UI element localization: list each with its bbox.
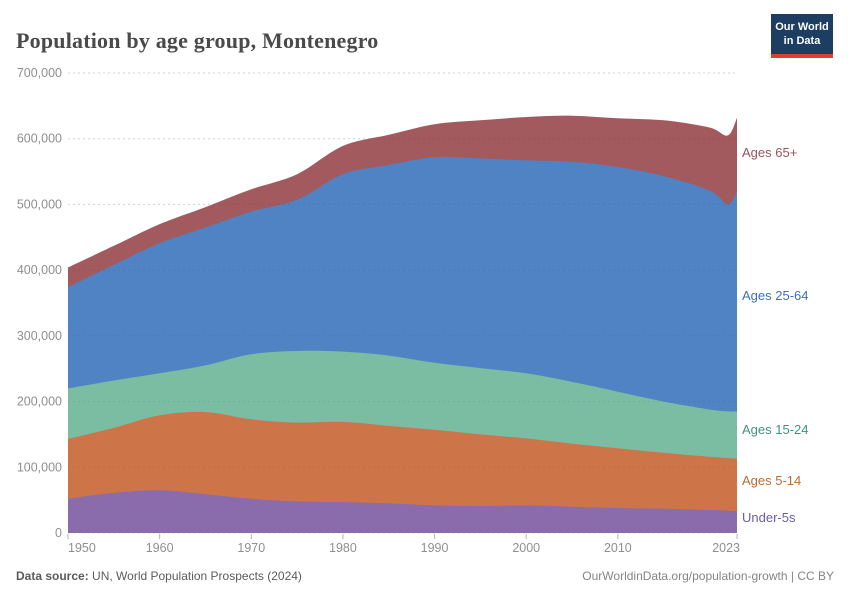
owid-article-link[interactable]: OurWorldinData.org/population-growth xyxy=(582,569,788,583)
owid-logo[interactable]: Our World in Data xyxy=(771,14,833,58)
y-axis-tick-label: 100,000 xyxy=(17,460,62,474)
y-axis-tick-label: 200,000 xyxy=(17,395,62,409)
footer-divider: | xyxy=(790,569,794,583)
y-axis-tick-label: 600,000 xyxy=(17,132,62,146)
area-under-5s[interactable] xyxy=(68,490,737,533)
x-axis-tick-label: 1950 xyxy=(68,541,96,555)
x-axis-tick-label: 2000 xyxy=(512,541,540,555)
owid-logo-line2: in Data xyxy=(783,34,821,47)
license-text: CC BY xyxy=(797,569,834,583)
owid-logo-line1: Our World xyxy=(775,21,829,33)
x-axis-tick-label: 1980 xyxy=(329,541,357,555)
legend-label-ages-65plus[interactable]: Ages 65+ xyxy=(742,145,798,160)
legend-label-ages-5-14[interactable]: Ages 5-14 xyxy=(742,473,802,488)
legend-label-under-5s[interactable]: Under-5s xyxy=(742,510,796,525)
legend-label-ages-25-64[interactable]: Ages 25-64 xyxy=(742,288,809,303)
x-axis-tick-label: 1960 xyxy=(146,541,174,555)
legend-label-ages-15-24[interactable]: Ages 15-24 xyxy=(742,422,809,437)
x-axis-tick-label: 2010 xyxy=(604,541,632,555)
y-axis-tick-label: 0 xyxy=(55,526,62,540)
y-axis-tick-label: 300,000 xyxy=(17,329,62,343)
data-source-note: Data source: UN, World Population Prospe… xyxy=(16,569,302,583)
x-axis-tick-label: 2023 xyxy=(712,541,740,555)
data-source-text: UN, World Population Prospects (2024) xyxy=(92,569,302,583)
page-title: Population by age group, Montenegro xyxy=(16,27,379,53)
y-axis-tick-label: 700,000 xyxy=(17,66,62,80)
footer-credits: OurWorldinData.org/population-growth | C… xyxy=(582,569,834,583)
y-axis-tick-label: 400,000 xyxy=(17,263,62,277)
x-axis-tick-label: 1990 xyxy=(421,541,449,555)
x-axis-tick-label: 1970 xyxy=(237,541,265,555)
y-axis-tick-label: 500,000 xyxy=(17,197,62,211)
data-source-label: Data source: xyxy=(16,569,89,583)
